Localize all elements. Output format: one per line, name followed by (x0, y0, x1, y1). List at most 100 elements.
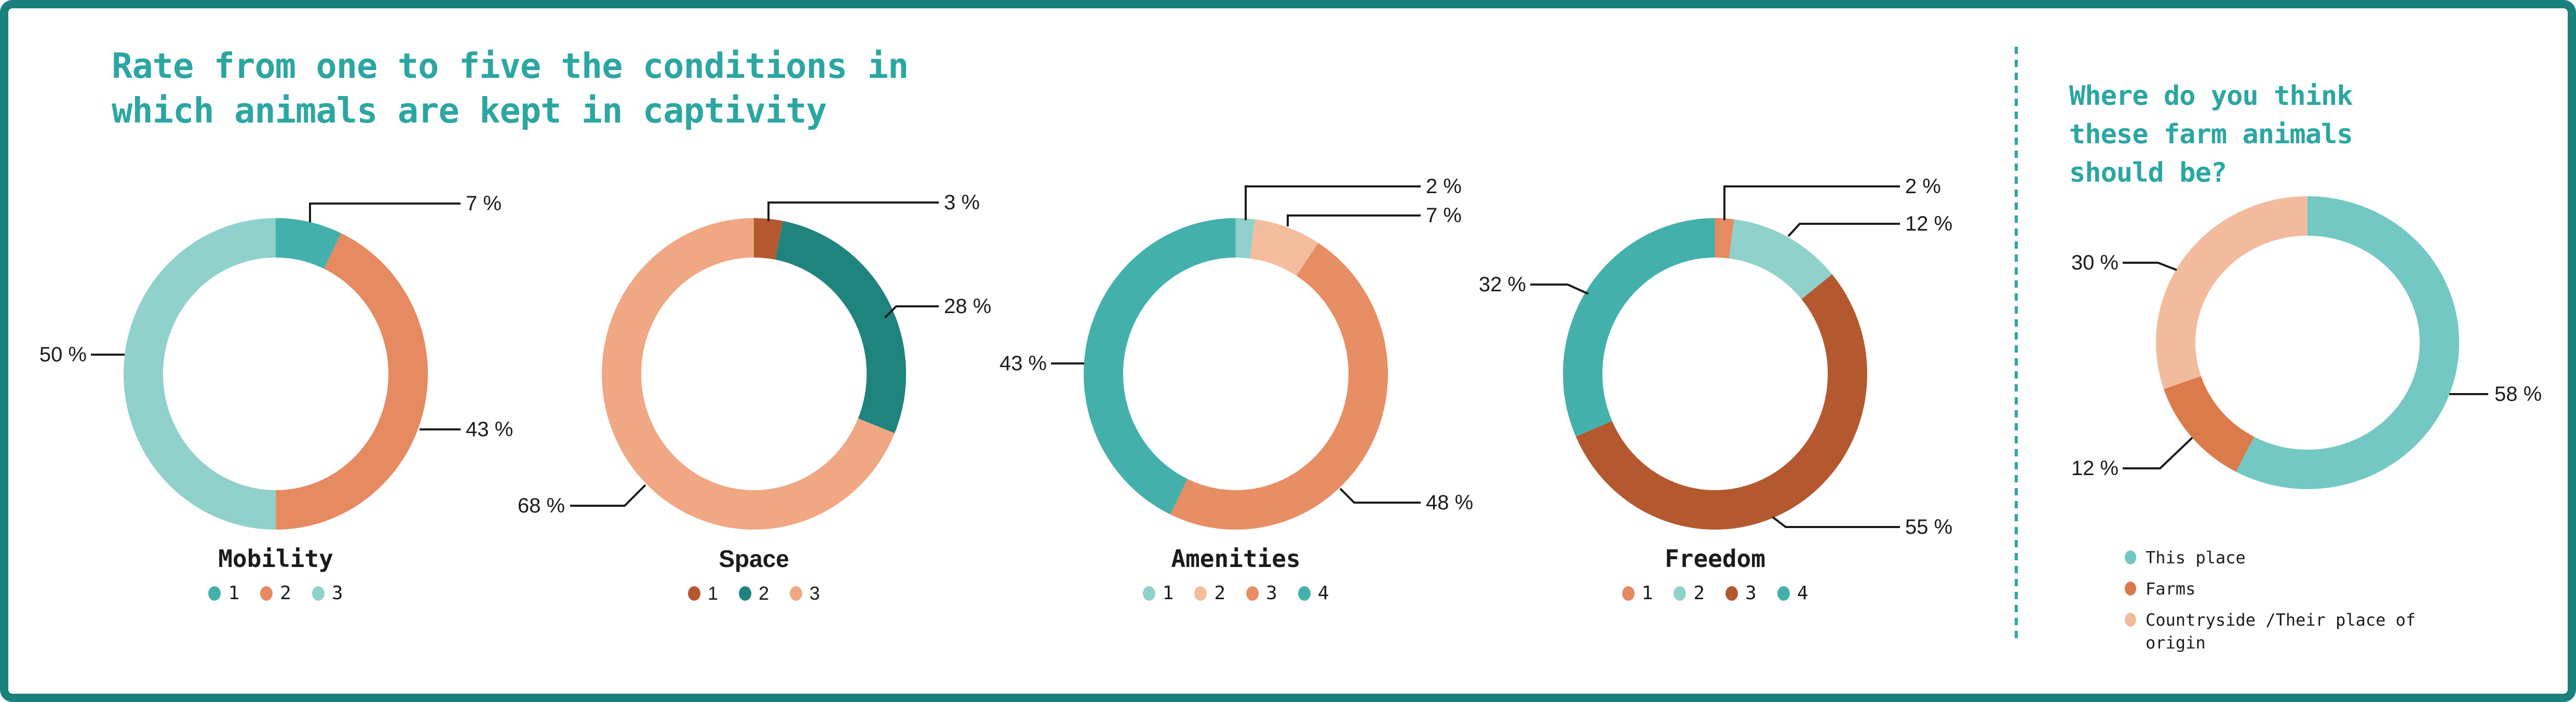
legend-dot (687, 586, 700, 601)
legend-dot (1246, 586, 1259, 601)
legend-item: 3 (1725, 583, 1757, 604)
mobility-donut-svg: 7 % 43 % 50 % (39, 192, 513, 530)
legend-item: 1 (208, 583, 239, 604)
main-question-title: Rate from one to five the conditions in … (112, 46, 909, 131)
legend-item: 1 (1142, 583, 1174, 604)
legend-label: 3 (1745, 583, 1757, 604)
space-leader-line-3 (570, 484, 646, 507)
amenities-leader-line-2 (1287, 214, 1421, 226)
donut-slice (1084, 218, 1388, 530)
amenities-donut-ring (1084, 218, 1388, 530)
legend-dot (312, 586, 325, 601)
amenities-pct-label-3: 48 % (1426, 491, 1473, 514)
space-pct-label-2: 28 % (944, 295, 991, 318)
freedom-donut-ring (1563, 218, 1867, 530)
legend-dot (1674, 586, 1687, 601)
legend-label: 2 (280, 583, 291, 604)
freedom-legend: 1 2 3 4 (1475, 583, 1955, 604)
farm-animals-donut-svg: 58 % 12 % 30 % (2071, 196, 2542, 489)
mobility-title: Mobility (218, 545, 333, 573)
legend-item: 2 (738, 583, 770, 604)
legend-item: Farms (2125, 577, 2421, 600)
donut-slice (1563, 218, 1867, 530)
legend-dot (260, 586, 273, 601)
freedom-donut-svg: 2 % 12 % 55 % 32 % (1479, 175, 1952, 538)
space-pct-label-1: 3 % (944, 191, 980, 214)
farm-animals-legend: This place Farms Countryside /Their plac… (2125, 546, 2421, 663)
legend-label: 2 (1693, 583, 1705, 604)
chart-space: 3 % 28 % 68 % Space 1 2 3 (514, 156, 994, 604)
legend-label: Countryside /Their place of origin (2146, 610, 2416, 653)
farm-leader-line-countryside (2123, 262, 2177, 271)
legend-item: 3 (790, 583, 820, 604)
legend-label: 4 (1317, 583, 1329, 604)
amenities-pct-label-2: 7 % (1426, 204, 1462, 227)
freedom-leader-line-2 (1787, 223, 1900, 237)
space-donut-ring (602, 218, 906, 530)
right-question-title: Where do you think these farm animals sh… (2069, 80, 2353, 188)
legend-item: 1 (1622, 583, 1653, 604)
donut-slice (1563, 218, 1867, 530)
space-leader-line-1 (767, 201, 939, 221)
legend-label: 1 (1162, 583, 1174, 604)
donut-slice (602, 218, 906, 530)
legend-dot (1622, 586, 1635, 601)
farm-pct-label-this-place: 58 % (2494, 383, 2542, 406)
legend-label: 3 (810, 583, 820, 604)
donut-slice (1084, 218, 1388, 530)
farm-pct-label-countryside: 30 % (2071, 251, 2119, 274)
freedom-title: Freedom (1665, 545, 1765, 573)
freedom-pct-label-3: 55 % (1905, 516, 1952, 538)
amenities-leader-line-3 (1339, 488, 1421, 504)
donut-slice (2156, 196, 2459, 489)
legend-item: This place (2125, 546, 2421, 569)
donut-slice (124, 218, 428, 530)
legend-label: 1 (707, 583, 718, 604)
mobility-pct-label-1: 7 % (466, 192, 502, 215)
freedom-pct-label-4: 32 % (1479, 273, 1526, 296)
legend-dot (2125, 582, 2136, 596)
farm-pct-label-farms: 12 % (2071, 457, 2119, 480)
freedom-pct-label-1: 2 % (1905, 175, 1941, 198)
legend-dot (1777, 586, 1790, 601)
amenities-donut-svg: 2 % 7 % 48 % 43 % (1000, 175, 1473, 530)
legend-label: Farms (2146, 579, 2196, 599)
mobility-pct-label-2: 43 % (466, 418, 513, 441)
mobility-pct-label-3: 50 % (39, 343, 87, 366)
amenities-pct-label-1: 2 % (1426, 175, 1462, 198)
legend-dot (738, 586, 751, 601)
legend-dot (1142, 586, 1155, 601)
chart-amenities: 2 % 7 % 48 % 43 % Amenities 1 2 3 4 (996, 156, 1476, 604)
space-leader-line-2 (884, 305, 939, 319)
legend-label: This place (2146, 548, 2246, 568)
legend-dot (1725, 586, 1738, 601)
space-legend: 1 2 3 (514, 583, 994, 604)
donut-slice (1084, 218, 1388, 530)
legend-item: 2 (260, 583, 291, 604)
amenities-title: Amenities (1171, 545, 1301, 573)
legend-item: 2 (1194, 583, 1225, 604)
amenities-pct-label-4: 43 % (1000, 352, 1047, 375)
amenities-leader-line-1 (1245, 185, 1421, 220)
farm-animals-donut-ring (2156, 196, 2459, 489)
legend-dot (2125, 613, 2136, 627)
space-donut-svg: 3 % 28 % 68 % (518, 191, 991, 530)
legend-dot (1298, 586, 1311, 601)
legend-item: 4 (1298, 583, 1329, 604)
legend-dot (1194, 586, 1207, 601)
legend-label: 2 (1214, 583, 1225, 604)
mobility-leader-line-1 (309, 203, 461, 222)
freedom-leader-line-4 (1530, 284, 1589, 295)
chart-farm-animals: 58 % 12 % 30 % (2068, 171, 2547, 521)
dashed-divider (2015, 47, 2018, 639)
chart-mobility: 7 % 43 % 50 % Mobility 1 2 3 (36, 156, 516, 604)
space-title: Space (719, 545, 789, 572)
legend-item: Countryside /Their place of origin (2125, 609, 2421, 654)
legend-label: 2 (758, 583, 770, 604)
legend-dot (790, 586, 803, 601)
freedom-leader-line-1 (1723, 185, 1900, 220)
freedom-leader-line-3 (1772, 516, 1900, 528)
mobility-donut-ring (124, 218, 428, 530)
amenities-legend: 1 2 3 4 (996, 583, 1476, 604)
